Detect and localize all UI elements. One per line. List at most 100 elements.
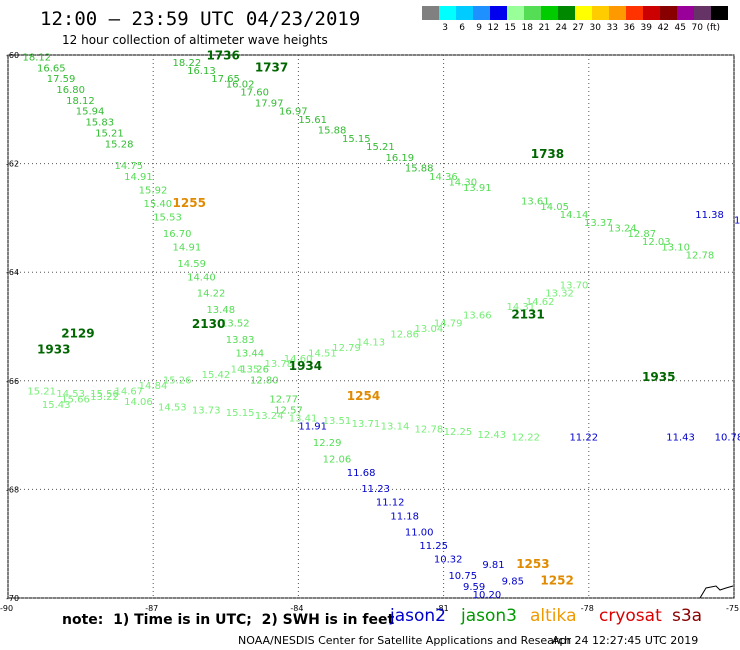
scale-swatch: [490, 6, 507, 20]
swh-value: 13.24: [608, 223, 637, 234]
swh-value: 13.04: [415, 324, 444, 335]
scale-swatch: [711, 6, 728, 20]
swh-value: 15.88: [318, 126, 347, 137]
swh-value: 14.51: [308, 348, 337, 359]
swh-value: 11.23: [361, 484, 390, 495]
swh-value: 13.91: [463, 183, 492, 194]
swh-value: 13.71: [352, 419, 381, 430]
swh-value: 13.78: [265, 359, 294, 370]
swh-value: 13.24: [255, 411, 284, 422]
swh-value: 11.48: [734, 215, 740, 226]
swh-value: 11.25: [419, 541, 448, 552]
scale-tick-label: 33: [606, 23, 618, 33]
pass-time-label: 1934: [289, 359, 322, 373]
swh-value: 10.75: [448, 571, 477, 582]
swh-value: 12.25: [444, 427, 473, 438]
swh-value: 14.91: [124, 172, 153, 183]
pass-time-label: 1738: [531, 147, 564, 161]
scale-swatch: [524, 6, 541, 20]
swh-value: 9.85: [502, 576, 524, 587]
swh-value: 13.48: [206, 305, 235, 316]
swh-value: 15.43: [42, 400, 71, 411]
swh-value: 14.30: [448, 177, 477, 188]
swh-value: 13.73: [192, 405, 221, 416]
scale-tick-label: 12: [487, 23, 499, 33]
lat-label: -62: [6, 160, 19, 169]
swh-value: 13.52: [221, 319, 250, 330]
lon-label: -90: [0, 604, 13, 613]
swh-value: 14.36: [429, 172, 458, 183]
swh-value: 16.80: [56, 85, 85, 96]
legend-item: s3a: [672, 606, 703, 626]
note-text: note: 1) Time is in UTC; 2) SWH is in fe…: [62, 612, 395, 628]
swh-value: 13.61: [521, 196, 550, 207]
swh-value: 14.79: [434, 319, 463, 330]
swh-value: 14.22: [197, 289, 226, 300]
swh-value: 16.70: [163, 229, 192, 240]
swh-value: 14.59: [177, 259, 206, 270]
swh-value: 14.67: [114, 386, 143, 397]
swh-value: 13.41: [289, 414, 318, 425]
swh-value: 17.97: [255, 99, 284, 110]
scale-swatch: [456, 6, 473, 20]
swh-value: 11.43: [666, 433, 695, 444]
pass-time-label: 2129: [61, 326, 94, 340]
swh-value: 10.32: [434, 555, 463, 566]
swh-value: 13.14: [381, 422, 410, 433]
swh-value: 17.65: [211, 74, 240, 85]
swh-value: 12.79: [332, 343, 361, 354]
footer-timestamp: Apr 24 12:27:45 UTC 2019: [552, 634, 699, 647]
lon-label: -81: [436, 604, 449, 613]
scale-tick-label: 42: [657, 23, 669, 33]
swh-value: 14.05: [540, 202, 569, 213]
pass-time-label: 1935: [642, 370, 675, 384]
scale-swatch: [677, 6, 694, 20]
swh-value: 13.37: [584, 218, 613, 229]
scale-tick-label: 6: [459, 23, 465, 33]
swh-value: 12.29: [313, 438, 342, 449]
pass-time-label: 2131: [511, 307, 544, 321]
swh-value: 16.02: [226, 80, 255, 91]
map-frame: [7, 54, 735, 599]
swh-value: 13.83: [226, 335, 255, 346]
swh-value: 16.13: [187, 66, 216, 77]
pass-time-label: 1933: [37, 343, 70, 357]
pass-time-label: 1252: [540, 573, 573, 587]
scale-tick-label: 9: [476, 23, 482, 33]
swh-value: 14.40: [187, 272, 216, 283]
scale-tick-label: 27: [572, 23, 584, 33]
swh-value: 15.15: [226, 408, 255, 419]
swh-value: 9.81: [482, 560, 504, 571]
pass-time-label: 1737: [255, 60, 288, 74]
swh-value: 13.32: [545, 289, 574, 300]
scale-tick-label: 24: [555, 23, 567, 33]
swh-value: 15.15: [342, 134, 371, 145]
swh-value: 12.80: [250, 376, 279, 387]
lat-label: -64: [6, 268, 19, 277]
swh-value: 15.21: [366, 142, 395, 153]
scale-tick-label: 36: [623, 23, 635, 33]
swh-value: 14.53: [56, 389, 85, 400]
swh-value: 14.91: [173, 242, 202, 253]
scale-swatch: [473, 6, 490, 20]
swh-value: 13.26: [240, 365, 269, 376]
legend-item: altika: [530, 606, 577, 626]
lon-label: -78: [581, 604, 594, 613]
swh-value: 11.12: [376, 498, 405, 509]
swh-value: 16.65: [37, 63, 66, 74]
pass-time-label: 1254: [347, 389, 380, 403]
swh-value: 15.88: [405, 164, 434, 175]
swh-value: 14.84: [139, 381, 168, 392]
footer-credit: NOAA/NESDIS Center for Satellite Applica…: [238, 634, 572, 647]
swh-value: 18.12: [66, 96, 95, 107]
legend-item: jason2: [390, 606, 446, 626]
scale-tick-label: 15: [504, 23, 516, 33]
swh-value: 10.78: [715, 433, 740, 444]
swh-value: 15.26: [163, 376, 192, 387]
swh-value: 16.97: [279, 107, 308, 118]
swh-value: 13.10: [661, 242, 690, 253]
lat-label: -68: [6, 485, 19, 494]
lat-label: -66: [6, 377, 19, 386]
lat-label: -60: [6, 51, 19, 60]
